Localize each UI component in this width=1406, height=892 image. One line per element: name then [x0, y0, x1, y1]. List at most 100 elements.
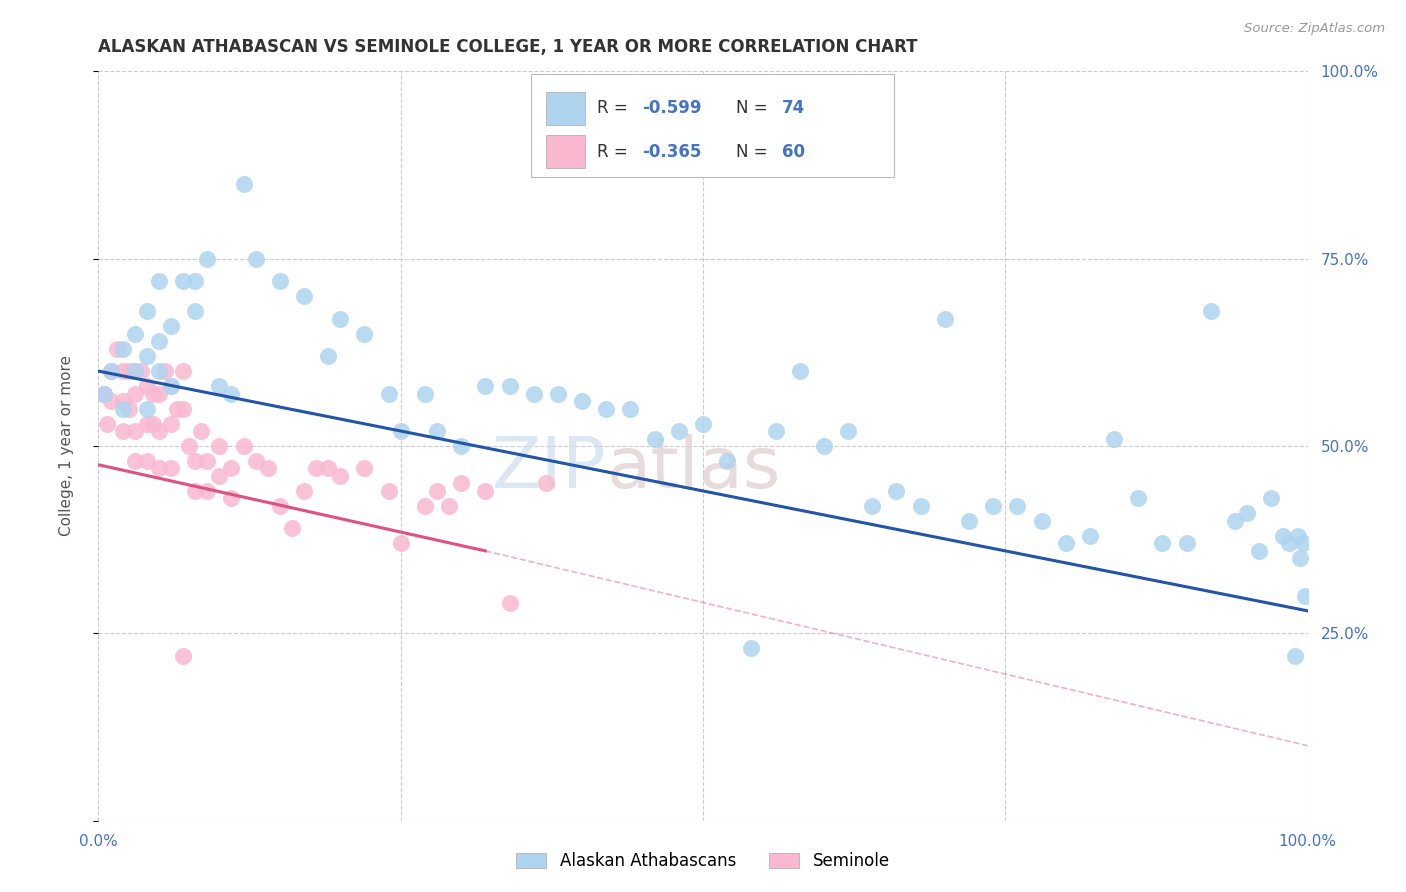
- Seminole: [100, 394, 122, 409]
- Alaskan Athabascans: [523, 386, 546, 401]
- Seminole: [245, 454, 267, 468]
- Alaskan Athabascans: [221, 386, 243, 401]
- Alaskan Athabascans: [426, 424, 449, 438]
- Alaskan Athabascans: [619, 401, 641, 416]
- Seminole: [190, 424, 212, 438]
- Alaskan Athabascans: [1284, 648, 1306, 663]
- FancyBboxPatch shape: [546, 135, 585, 168]
- Alaskan Athabascans: [450, 439, 472, 453]
- Alaskan Athabascans: [981, 499, 1004, 513]
- Seminole: [148, 386, 170, 401]
- Text: ALASKAN ATHABASCAN VS SEMINOLE COLLEGE, 1 YEAR OR MORE CORRELATION CHART: ALASKAN ATHABASCAN VS SEMINOLE COLLEGE, …: [98, 38, 918, 56]
- Alaskan Athabascans: [1199, 304, 1222, 318]
- Alaskan Athabascans: [124, 326, 146, 341]
- Seminole: [111, 394, 134, 409]
- Alaskan Athabascans: [860, 499, 883, 513]
- Alaskan Athabascans: [353, 326, 375, 341]
- Text: 60: 60: [782, 143, 804, 161]
- Alaskan Athabascans: [1054, 536, 1077, 550]
- Alaskan Athabascans: [1272, 529, 1295, 543]
- Alaskan Athabascans: [93, 386, 115, 401]
- Seminole: [96, 417, 118, 431]
- Alaskan Athabascans: [837, 424, 859, 438]
- Seminole: [426, 483, 449, 498]
- Seminole: [166, 401, 188, 416]
- Alaskan Athabascans: [1007, 499, 1029, 513]
- Seminole: [172, 364, 194, 378]
- Alaskan Athabascans: [716, 454, 738, 468]
- Alaskan Athabascans: [111, 342, 134, 356]
- Seminole: [124, 386, 146, 401]
- Seminole: [105, 342, 128, 356]
- Alaskan Athabascans: [1249, 544, 1271, 558]
- Seminole: [292, 483, 315, 498]
- Text: N =: N =: [735, 143, 772, 161]
- Alaskan Athabascans: [571, 394, 593, 409]
- Seminole: [172, 648, 194, 663]
- Alaskan Athabascans: [160, 379, 183, 393]
- Seminole: [118, 364, 141, 378]
- Alaskan Athabascans: [886, 483, 908, 498]
- Text: 74: 74: [782, 99, 804, 117]
- Alaskan Athabascans: [413, 386, 436, 401]
- Alaskan Athabascans: [389, 424, 412, 438]
- Alaskan Athabascans: [148, 364, 170, 378]
- Text: -0.599: -0.599: [643, 99, 702, 117]
- Seminole: [124, 424, 146, 438]
- Seminole: [221, 491, 243, 506]
- Seminole: [208, 469, 231, 483]
- Seminole: [305, 461, 328, 475]
- Alaskan Athabascans: [172, 274, 194, 288]
- Alaskan Athabascans: [1223, 514, 1246, 528]
- Seminole: [208, 439, 231, 453]
- Text: atlas: atlas: [606, 434, 780, 503]
- FancyBboxPatch shape: [546, 92, 585, 125]
- Alaskan Athabascans: [135, 401, 157, 416]
- Text: -0.365: -0.365: [643, 143, 702, 161]
- Alaskan Athabascans: [148, 274, 170, 288]
- Seminole: [124, 454, 146, 468]
- Alaskan Athabascans: [269, 274, 291, 288]
- Seminole: [111, 424, 134, 438]
- Alaskan Athabascans: [740, 641, 762, 656]
- Seminole: [450, 476, 472, 491]
- Seminole: [160, 461, 183, 475]
- Seminole: [160, 417, 183, 431]
- Alaskan Athabascans: [135, 349, 157, 363]
- Seminole: [377, 483, 399, 498]
- Seminole: [474, 483, 496, 498]
- Seminole: [111, 364, 134, 378]
- Text: R =: R =: [596, 143, 633, 161]
- Seminole: [153, 364, 176, 378]
- Alaskan Athabascans: [377, 386, 399, 401]
- Alaskan Athabascans: [232, 177, 254, 191]
- Text: R =: R =: [596, 99, 633, 117]
- Seminole: [281, 521, 304, 535]
- Alaskan Athabascans: [1294, 589, 1316, 603]
- Alaskan Athabascans: [1260, 491, 1282, 506]
- Seminole: [124, 364, 146, 378]
- Alaskan Athabascans: [1102, 432, 1125, 446]
- Alaskan Athabascans: [184, 304, 207, 318]
- Seminole: [232, 439, 254, 453]
- Alaskan Athabascans: [498, 379, 520, 393]
- Seminole: [129, 364, 152, 378]
- Seminole: [142, 386, 165, 401]
- Alaskan Athabascans: [1286, 529, 1309, 543]
- Text: N =: N =: [735, 99, 772, 117]
- Alaskan Athabascans: [1175, 536, 1198, 550]
- Alaskan Athabascans: [160, 319, 183, 334]
- Seminole: [142, 417, 165, 431]
- Seminole: [329, 469, 352, 483]
- Seminole: [184, 454, 207, 468]
- Seminole: [534, 476, 557, 491]
- Seminole: [135, 379, 157, 393]
- Seminole: [184, 483, 207, 498]
- Seminole: [118, 401, 141, 416]
- Alaskan Athabascans: [195, 252, 218, 266]
- Seminole: [316, 461, 339, 475]
- Alaskan Athabascans: [1236, 507, 1258, 521]
- Alaskan Athabascans: [644, 432, 666, 446]
- Alaskan Athabascans: [245, 252, 267, 266]
- Text: ZIP: ZIP: [492, 434, 606, 503]
